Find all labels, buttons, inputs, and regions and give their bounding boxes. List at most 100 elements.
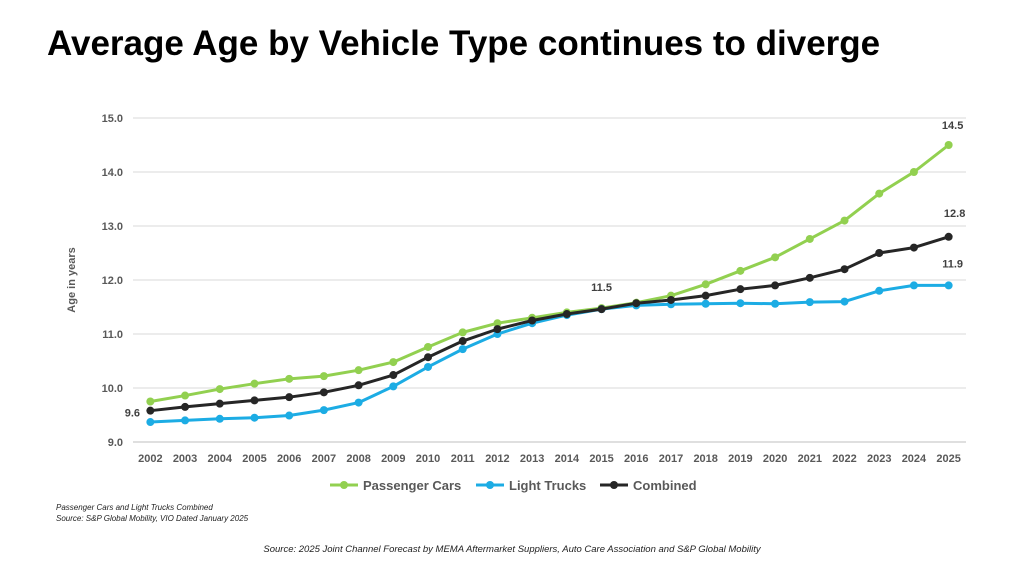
x-tick-label: 2004 (208, 453, 233, 465)
x-tick-label: 2009 (381, 453, 405, 465)
data-point (840, 297, 849, 306)
series-line (150, 283, 949, 424)
data-point (250, 413, 259, 422)
y-tick-label: 10.0 (102, 383, 123, 395)
data-point (944, 232, 953, 241)
data-point (909, 281, 918, 290)
x-tick-label: 2024 (902, 453, 927, 465)
page-title: Average Age by Vehicle Type continues to… (47, 24, 881, 63)
series-passenger-cars (146, 141, 953, 406)
x-tick-label: 2020 (763, 453, 787, 465)
footnote-line-2: Source: S&P Global Mobility, VIO Dated J… (56, 514, 249, 523)
legend-item: Combined (600, 478, 697, 493)
series-combined (146, 232, 953, 415)
data-point (493, 325, 502, 334)
y-tick-label: 13.0 (102, 221, 123, 233)
legend-label: Light Trucks (509, 478, 586, 493)
data-point (354, 381, 363, 390)
chart-series (146, 141, 953, 427)
data-point (562, 310, 571, 319)
data-point (458, 345, 467, 354)
data-point (285, 411, 294, 420)
y-tick-label: 15.0 (102, 113, 123, 125)
data-point (632, 299, 641, 308)
data-point (840, 265, 849, 274)
data-point (424, 342, 433, 351)
legend-marker (610, 481, 618, 489)
x-tick-label: 2019 (728, 453, 752, 465)
data-point (319, 372, 328, 381)
data-point (736, 299, 745, 308)
data-label: 9.6 (125, 408, 140, 420)
y-tick-label: 12.0 (102, 275, 123, 287)
data-point (875, 286, 884, 295)
x-tick-label: 2015 (589, 453, 613, 465)
legend-marker (486, 481, 494, 489)
data-point (424, 362, 433, 371)
data-point (909, 243, 918, 252)
x-tick-label: 2017 (659, 453, 683, 465)
data-label: 11.5 (591, 282, 612, 294)
data-label: 11.9 (942, 258, 963, 270)
chart-legend: Passenger Cars Light Trucks Combined (330, 478, 697, 493)
series-line (150, 143, 950, 403)
x-tick-label: 2010 (416, 453, 440, 465)
data-point (701, 280, 710, 289)
data-point (875, 249, 884, 257)
x-tick-label: 2002 (138, 453, 162, 465)
data-label: 12.8 (944, 208, 965, 220)
y-tick-label: 9.0 (108, 437, 123, 449)
data-point (875, 189, 884, 198)
x-tick-label: 2025 (936, 453, 960, 465)
data-point (215, 399, 224, 408)
x-tick-label: 2021 (798, 453, 822, 465)
data-point (736, 266, 745, 275)
x-tick-label: 2018 (693, 453, 717, 465)
data-point (181, 391, 190, 400)
data-point (944, 141, 953, 149)
x-axis-ticks: 2002 2003 2004 2005 2006 2007 2008 2009 2010 2011… (138, 453, 961, 465)
x-tick-label: 2022 (832, 453, 856, 465)
series-light-trucks (146, 281, 953, 427)
y-axis-label: Age in years (66, 247, 78, 312)
x-tick-label: 2006 (277, 453, 301, 465)
series-line (150, 235, 950, 413)
data-point (250, 396, 259, 405)
x-tick-label: 2023 (867, 453, 891, 465)
footnote-line-1: Passenger Cars and Light Trucks Combined (56, 503, 213, 512)
legend-item: Passenger Cars (330, 478, 461, 493)
data-point (597, 305, 606, 314)
x-tick-label: 2011 (451, 453, 475, 465)
data-point (493, 319, 502, 328)
data-point (771, 281, 780, 290)
data-point (458, 337, 467, 346)
x-tick-label: 2003 (173, 453, 197, 465)
data-point (215, 414, 224, 423)
data-point (805, 273, 814, 282)
data-point (146, 418, 155, 427)
data-label: 14.5 (942, 120, 963, 132)
data-point (319, 388, 328, 397)
data-point (181, 416, 190, 425)
data-point (389, 371, 398, 380)
legend-item: Light Trucks (476, 478, 586, 493)
data-point (285, 374, 294, 383)
data-point (319, 406, 328, 415)
data-point (944, 281, 953, 290)
data-point (528, 316, 537, 325)
data-point (181, 402, 190, 411)
y-axis-ticks: 9.0 10.0 11.0 12.0 13.0 14.0 15.0 (102, 113, 123, 449)
x-tick-label: 2014 (555, 453, 580, 465)
data-point (424, 353, 433, 362)
data-point (909, 168, 918, 176)
data-point (215, 385, 224, 394)
data-point (771, 299, 780, 308)
footnote: Passenger Cars and Light Trucks Combined… (56, 502, 248, 524)
legend-label: Passenger Cars (363, 478, 461, 493)
data-point (840, 216, 849, 225)
legend-label: Combined (633, 478, 697, 493)
source-note: Source: 2025 Joint Channel Forecast by M… (263, 544, 761, 555)
x-tick-label: 2013 (520, 453, 544, 465)
legend-marker (340, 481, 348, 489)
x-tick-label: 2008 (346, 453, 370, 465)
